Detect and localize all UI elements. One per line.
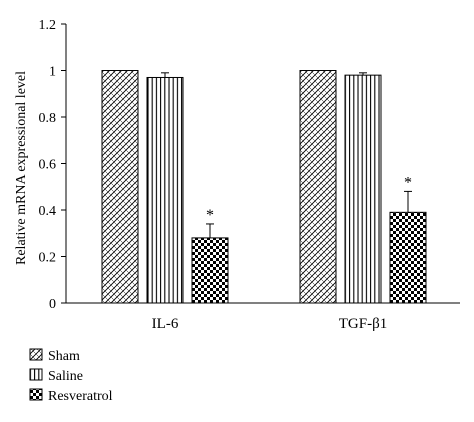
y-tick-label: 0.2: [39, 251, 57, 266]
legend-label-resveratrol: Resveratrol: [48, 389, 113, 404]
significance-marker: *: [206, 207, 214, 224]
y-tick-label: 0.8: [39, 111, 57, 126]
y-tick-label: 0.6: [39, 158, 57, 173]
legend-swatch-saline: [29, 368, 43, 381]
legend-label-sham: Sham: [48, 349, 80, 364]
bar-resveratrol-il6: [191, 237, 229, 304]
legend: Sham Saline Resveratrol: [29, 348, 113, 404]
bar-saline-tgfb1: [344, 74, 382, 304]
legend-swatch-sham: [29, 348, 43, 361]
bar-saline-il6: [146, 76, 184, 304]
x-category-label: TGF-β1: [339, 316, 387, 332]
y-axis-ticks: 0 0.2 0.4 0.6 0.8 1 1.2: [39, 18, 66, 312]
legend-label-saline: Saline: [48, 369, 83, 384]
y-tick-label: 1.2: [39, 18, 57, 33]
y-tick-label: 0: [49, 297, 56, 312]
y-tick-label: 1: [49, 65, 56, 80]
significance-marker: *: [404, 174, 412, 191]
bar-sham-tgfb1: [299, 70, 337, 304]
bars: **: [101, 70, 427, 304]
y-tick-label: 0.4: [39, 204, 57, 219]
legend-swatch-resveratrol: [29, 388, 43, 401]
y-axis-label: Relative mRNA expressional level: [14, 71, 29, 265]
x-category-label: IL-6: [152, 316, 179, 332]
bar-resveratrol-tgfb1: [389, 211, 427, 304]
x-axis-labels: IL-6 TGF-β1: [152, 316, 388, 332]
bar-sham-il6: [101, 70, 139, 304]
